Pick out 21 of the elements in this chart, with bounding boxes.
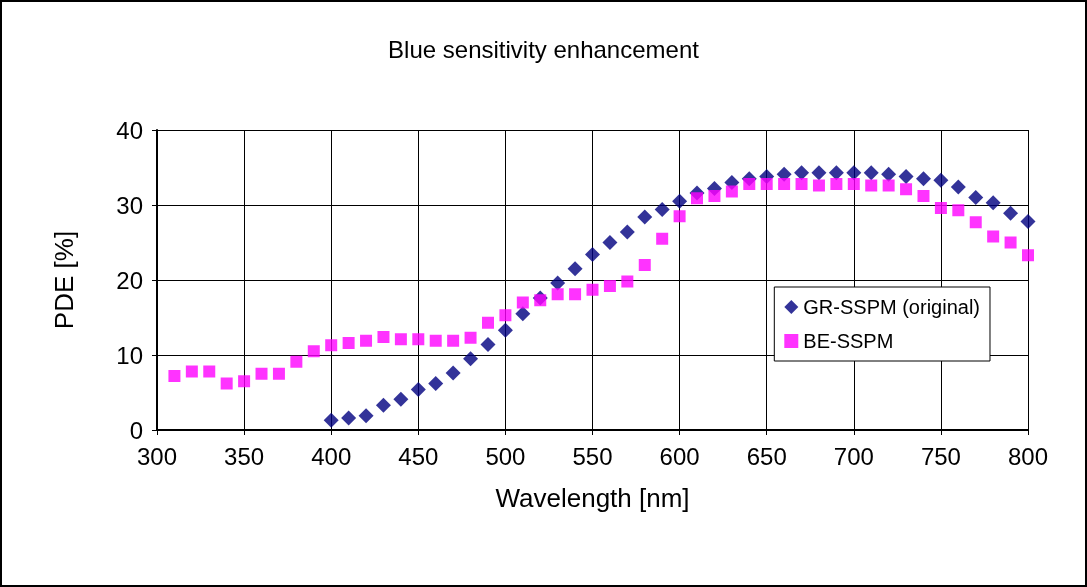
x-tick-label: 700	[833, 442, 874, 470]
x-tick-label: 500	[485, 442, 526, 470]
y-tick-label: 20	[116, 266, 143, 294]
x-tick-label: 750	[920, 442, 961, 470]
y-tick-label: 0	[129, 416, 143, 444]
x-tick-label: 300	[136, 442, 178, 470]
legend-label: GR-SSPM (original)	[803, 296, 980, 318]
y-tick-label: 40	[116, 116, 143, 144]
chart-title: Blue sensitivity enhancement	[388, 35, 700, 63]
legend-label: BE-SSPM	[803, 330, 894, 352]
x-tick-label: 550	[572, 442, 613, 470]
x-tick-label: 400	[311, 442, 352, 470]
x-tick-label: 800	[1007, 442, 1049, 470]
x-axis-title: Wavelength [nm]	[495, 483, 690, 513]
y-axis-title: PDE [%]	[49, 230, 79, 330]
y-tick-label: 10	[116, 341, 143, 369]
y-tick-label: 30	[116, 191, 143, 219]
x-tick-label: 650	[746, 442, 787, 470]
x-tick-label: 450	[398, 442, 439, 470]
x-tick-label: 600	[659, 442, 700, 470]
x-tick-label: 350	[224, 442, 265, 470]
